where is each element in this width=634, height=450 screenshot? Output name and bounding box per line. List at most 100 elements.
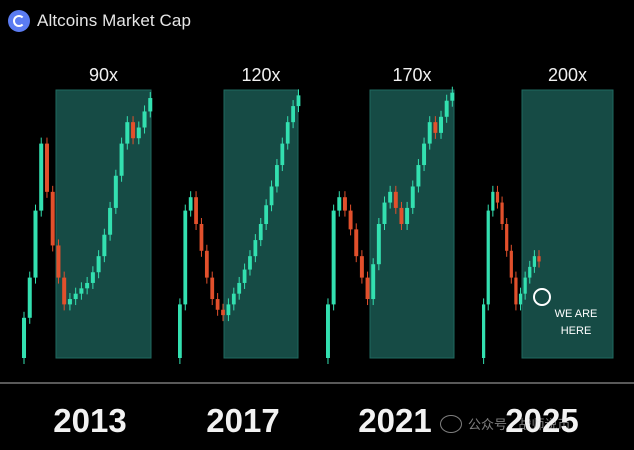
candle-up (108, 207, 113, 235)
candle-up (280, 143, 285, 166)
candle-up (410, 186, 415, 208)
wechat-icon (440, 414, 462, 433)
year-label: 2021 (358, 402, 431, 439)
cycle-highlight-box (55, 89, 152, 359)
candle-up (237, 282, 242, 294)
candle-down (495, 191, 500, 203)
candle-down (399, 207, 404, 224)
candle-down (393, 191, 398, 208)
candle-down (131, 122, 136, 139)
candle-up (102, 234, 107, 257)
candle-down (204, 250, 209, 278)
candle-up (73, 293, 78, 300)
candle-up (285, 122, 290, 144)
candle-up (486, 210, 490, 305)
candle-up (382, 202, 387, 224)
candle-up (90, 272, 95, 283)
candle-down (215, 299, 220, 310)
annotation-line1: WE ARE (555, 308, 598, 320)
candle-up (148, 98, 153, 112)
candle-up (136, 127, 141, 139)
candle-down (505, 224, 509, 251)
watermark-text: 公众号 · 战师说币 (468, 417, 571, 432)
candle-up (518, 293, 523, 305)
candle-up (96, 256, 101, 273)
year-label: 2013 (53, 402, 126, 439)
year-label: 2017 (206, 402, 279, 439)
candle-down (514, 277, 518, 305)
candle-up (337, 197, 342, 211)
candle-up (258, 224, 263, 241)
candle-down (342, 197, 347, 211)
candle-up (326, 304, 330, 358)
cycle-highlight-box (521, 89, 614, 359)
candle-up (142, 111, 147, 128)
candle-up (39, 143, 44, 211)
chart-header: Altcoins Market Cap (8, 9, 191, 33)
candle-up (422, 143, 427, 166)
candle-down (210, 277, 215, 300)
candle-down (50, 191, 55, 246)
watermark: 公众号 · 战师说币 (440, 414, 571, 433)
candle-down (194, 197, 198, 224)
candle-down (365, 277, 370, 300)
candle-up (248, 256, 252, 270)
candle-up (296, 95, 301, 107)
current-position-marker (533, 288, 551, 306)
candle-up (388, 191, 393, 203)
candle-up (405, 207, 410, 224)
candle-up (331, 210, 336, 305)
candle-up (523, 277, 527, 294)
year-label: 2025 (505, 402, 578, 439)
candle-up (416, 165, 421, 187)
candle-up (27, 277, 32, 318)
candle-down (56, 245, 61, 278)
candle-up (22, 317, 27, 358)
candle-up (231, 293, 236, 305)
candle-up (226, 304, 231, 316)
multiplier-label: 200x (548, 65, 587, 85)
candle-up (491, 191, 495, 211)
chart-title: Altcoins Market Cap (37, 11, 192, 30)
multiplier-label: 90x (89, 65, 118, 85)
candle-down (354, 229, 359, 257)
candle-up (275, 165, 279, 187)
candle-up (376, 224, 381, 265)
candle-down (509, 250, 513, 278)
candle-down (221, 309, 225, 316)
candle-down (44, 143, 49, 192)
multiplier-label: 170x (392, 65, 431, 85)
candle-up (67, 299, 72, 305)
candle-up (264, 205, 269, 224)
candle-up (253, 240, 258, 257)
candle-up (439, 116, 443, 133)
candle-up (450, 92, 455, 101)
candle-up (291, 106, 295, 123)
candle-down (348, 210, 353, 230)
candle-up (269, 186, 274, 206)
candle-up (178, 304, 182, 358)
candle-up (444, 100, 449, 117)
candle-up (119, 143, 124, 176)
candle-down (62, 277, 67, 305)
candle-up (85, 282, 90, 289)
candle-up (242, 269, 247, 283)
candle-up (427, 122, 432, 144)
candle-up (125, 122, 130, 144)
candle-up (33, 210, 38, 278)
candle-down (537, 256, 541, 262)
candle-up (482, 304, 486, 358)
candle-down (433, 122, 438, 133)
candle-up (188, 197, 193, 211)
candle-up (532, 256, 536, 267)
candle-up (79, 288, 84, 294)
candle-down (500, 202, 504, 224)
multiplier-label: 120x (241, 65, 280, 85)
candle-up (183, 210, 188, 305)
candle-down (359, 256, 364, 278)
candle-down (199, 224, 204, 251)
candle-up (371, 264, 376, 300)
candle-up (113, 175, 118, 208)
